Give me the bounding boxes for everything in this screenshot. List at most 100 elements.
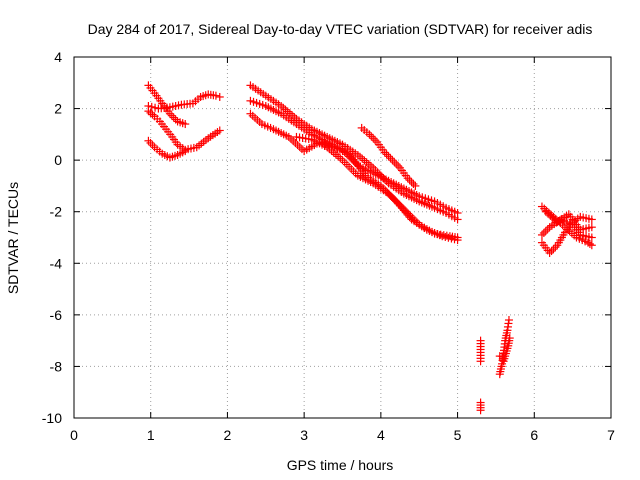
series-arc-k: [495, 316, 513, 379]
x-tick-label: 5: [454, 427, 462, 443]
data-point: [476, 357, 485, 366]
data-point: [336, 154, 345, 163]
data-point: [181, 120, 190, 129]
data-point: [587, 215, 596, 224]
data-point: [331, 150, 340, 159]
data-point: [144, 107, 153, 116]
series-arc-i: [357, 123, 420, 190]
y-tick-label: -8: [50, 358, 63, 374]
data-point: [211, 91, 220, 100]
data-point: [386, 154, 395, 163]
series-arc-p: [541, 207, 596, 234]
data-point: [148, 110, 157, 119]
data-point: [394, 161, 403, 170]
data-point: [295, 143, 304, 152]
data-point: [293, 141, 302, 150]
data-point: [369, 134, 378, 143]
series-arc-c: [144, 107, 224, 154]
data-point: [537, 230, 546, 239]
series-arc-j: [476, 336, 485, 415]
data-point: [411, 181, 420, 190]
y-tick-label: 4: [54, 49, 62, 65]
data-point: [148, 141, 157, 150]
series-arc-b: [144, 90, 224, 113]
data-point: [409, 179, 418, 188]
series-arc-l: [495, 334, 514, 366]
data-point: [551, 243, 560, 252]
x-axis-label: GPS time / hours: [287, 457, 394, 473]
data-point: [169, 113, 178, 122]
y-axis-label: SDTVAR / TECUs: [5, 182, 21, 294]
data-point: [543, 225, 552, 234]
data-point: [407, 178, 416, 187]
y-tick-label: -4: [50, 255, 63, 271]
data-point: [585, 239, 594, 248]
y-tick-label: -2: [50, 204, 63, 220]
data-point: [181, 147, 190, 156]
data-point: [146, 138, 155, 147]
data-point: [587, 233, 596, 242]
x-tick-labels: 0 1 2 3 4 5 6 7: [70, 427, 615, 443]
x-tick-label: 2: [224, 427, 232, 443]
data-point: [371, 136, 380, 145]
data-point: [362, 158, 371, 167]
data-point: [279, 103, 288, 112]
data-point: [146, 108, 155, 117]
x-tick-label: 7: [607, 427, 615, 443]
x-tick-label: 0: [70, 427, 78, 443]
data-point: [215, 126, 224, 135]
data-point: [587, 223, 596, 232]
data-point: [405, 176, 414, 185]
y-tick-labels: -10 -8 -6 -4 -2 0 2 4: [42, 49, 62, 426]
data-point: [167, 111, 176, 120]
data-point: [476, 406, 485, 415]
series-arc-d: [144, 136, 190, 162]
data-points: [144, 81, 596, 415]
data-point: [505, 334, 514, 343]
series-arc-a: [144, 81, 190, 129]
data-point: [281, 105, 290, 114]
data-point: [384, 152, 393, 161]
data-point: [453, 233, 462, 242]
series-arc-h: [292, 132, 462, 242]
data-point: [147, 102, 156, 111]
data-point: [360, 156, 369, 165]
y-tick-label: -10: [42, 410, 62, 426]
series-arc-e: [246, 81, 462, 224]
data-point: [367, 132, 376, 141]
x-tick-label: 1: [147, 427, 155, 443]
y-tick-label: 2: [54, 101, 62, 117]
x-tick-label: 6: [530, 427, 538, 443]
data-point: [541, 227, 550, 236]
data-point: [334, 152, 343, 161]
y-tick-label: -6: [50, 307, 63, 323]
data-point: [390, 158, 399, 167]
data-point: [358, 154, 367, 163]
data-point: [380, 148, 389, 157]
data-point: [291, 139, 300, 148]
data-point: [539, 228, 548, 237]
plot-frame: [73, 56, 612, 419]
data-point: [382, 150, 391, 159]
data-point: [392, 160, 401, 169]
data-point: [587, 241, 596, 250]
y-tick-label: 0: [54, 152, 62, 168]
series-arc-g: [246, 109, 462, 245]
series-arc-f: [246, 96, 462, 218]
series-arc-n: [537, 212, 596, 257]
data-point: [388, 156, 397, 165]
data-point: [171, 115, 180, 124]
data-point: [547, 247, 556, 256]
data-point: [215, 92, 224, 101]
data-point: [453, 209, 462, 218]
x-tick-label: 3: [300, 427, 308, 443]
data-point: [504, 316, 513, 325]
data-point: [285, 109, 294, 118]
chart-title: Day 284 of 2017, Sidereal Day-to-day VTE…: [88, 21, 593, 37]
data-point: [365, 130, 374, 139]
x-tick-label: 4: [377, 427, 385, 443]
data-point: [403, 174, 412, 183]
data-point: [545, 248, 554, 257]
data-point: [549, 245, 558, 254]
